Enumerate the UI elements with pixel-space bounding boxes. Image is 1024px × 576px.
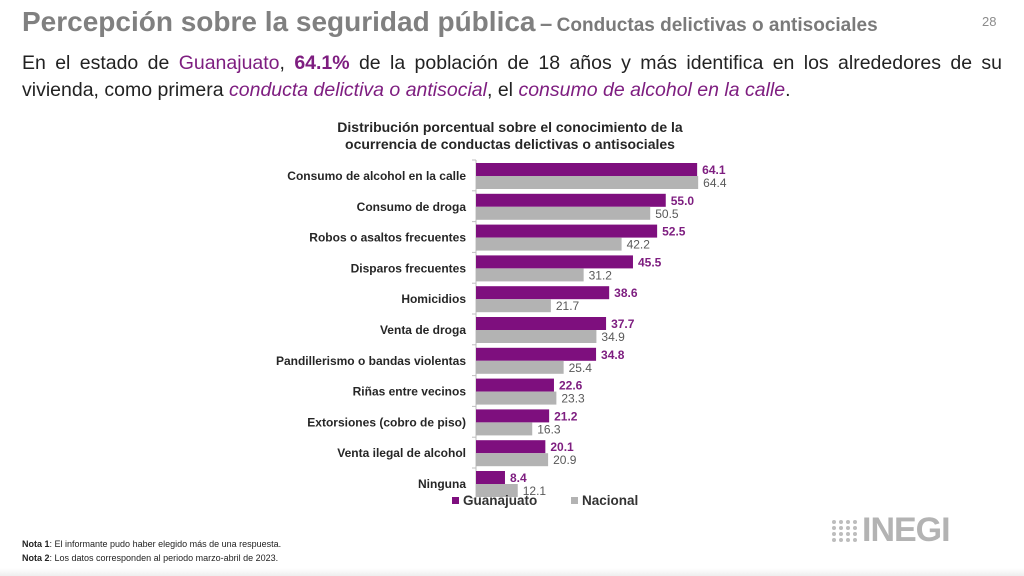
lead-concept: conducta delictiva o antisocial: [229, 79, 487, 101]
bar-guanajuato: [476, 347, 597, 361]
inegi-logo-dots-icon: [832, 519, 858, 542]
bar-guanajuato: [476, 286, 610, 300]
data-label-guanajuato: 22.6: [559, 379, 583, 393]
bar-nacional: [476, 422, 533, 436]
footnote-2-label: Nota 2: [22, 553, 50, 563]
bar-guanajuato: [476, 440, 546, 454]
data-label-guanajuato: 20.1: [550, 440, 574, 454]
chart-legend: Guanajuato Nacional: [452, 492, 668, 508]
footnote-1-text: : El informante pudo haber elegido más d…: [49, 539, 282, 549]
category-label: Consumo de droga: [357, 200, 467, 214]
data-label-guanajuato: 34.8: [601, 348, 625, 362]
footnotes: Nota 1: El informante pudo haber elegido…: [22, 537, 281, 565]
data-label-nacional: 64.4: [703, 176, 727, 190]
lead-state: Guanajuato: [178, 52, 280, 74]
data-label-nacional: 34.9: [601, 330, 625, 344]
legend-label-nacional: Nacional: [582, 493, 639, 508]
category-label: Consumo de alcohol en la calle: [287, 169, 466, 183]
lead-paragraph: En el estado de Guanajuato, 64.1% de la …: [22, 50, 1002, 104]
lead-text-4: , el: [487, 79, 519, 101]
data-label-guanajuato: 8.4: [510, 471, 527, 485]
chart-title: Distribución porcentual sobre el conocim…: [337, 119, 683, 152]
category-label: Homicidios: [401, 292, 466, 306]
data-label-nacional: 25.4: [569, 361, 593, 375]
category-label: Riñas entre vecinos: [353, 385, 467, 399]
bar-nacional: [476, 391, 557, 405]
inegi-logo-text: INEGI: [862, 511, 951, 549]
lead-text-5: .: [785, 79, 791, 101]
footnote-2: Nota 2: Los datos corresponden al period…: [22, 551, 281, 565]
bar-nacional: [476, 484, 518, 497]
bar-guanajuato: [476, 409, 550, 423]
slide-bottom-edge: [0, 568, 1024, 576]
bar-guanajuato: [476, 193, 666, 207]
legend-label-guanajuato: Guanajuato: [463, 493, 538, 508]
bar-guanajuato: [476, 471, 505, 484]
inegi-logo: INEGI: [832, 511, 951, 550]
bar-nacional: [476, 268, 584, 282]
data-label-guanajuato: 55.0: [671, 194, 695, 208]
title-separator: –: [539, 11, 553, 36]
data-label-nacional: 20.9: [553, 453, 577, 467]
footnote-2-text: : Los datos corresponden al periodo marz…: [49, 553, 279, 563]
data-label-nacional: 31.2: [589, 268, 613, 282]
bar-nacional: [476, 360, 564, 374]
data-label-guanajuato: 45.5: [638, 255, 662, 269]
bar-guanajuato: [476, 378, 554, 392]
category-label: Robos o asaltos frecuentes: [309, 231, 466, 245]
category-label: Ninguna: [418, 477, 466, 491]
bar-nacional: [476, 237, 622, 251]
bar-nacional: [476, 176, 699, 189]
lead-percent: 64.1%: [294, 52, 350, 74]
bar-nacional: [476, 206, 651, 220]
legend-swatch-nacional: [571, 497, 579, 504]
legend-item-guanajuato: Guanajuato: [452, 493, 537, 508]
footnote-1-label: Nota 1: [22, 539, 50, 549]
data-label-guanajuato: 64.1: [702, 163, 726, 177]
data-label-nacional: 21.7: [556, 299, 580, 313]
category-label: Extorsiones (cobro de piso): [307, 415, 466, 429]
category-label: Venta ilegal de alcohol: [337, 446, 466, 460]
bar-nacional: [476, 330, 597, 343]
slide-title: Percepción sobre la seguridad pública – …: [22, 6, 878, 38]
bar-guanajuato: [476, 255, 633, 269]
bar-guanajuato: [476, 163, 698, 176]
data-label-nacional: 42.2: [627, 238, 651, 252]
data-label-nacional: 12.1: [523, 484, 547, 498]
title-subtitle: Conductas delictivas o antisociales: [556, 15, 878, 36]
legend-item-nacional: Nacional: [571, 493, 638, 508]
lead-text-1: En el estado de: [22, 52, 179, 74]
data-label-guanajuato: 21.2: [554, 409, 578, 423]
data-label-guanajuato: 37.7: [611, 317, 635, 331]
lead-behavior: consumo de alcohol en la calle: [518, 79, 786, 101]
data-label-guanajuato: 52.5: [662, 225, 686, 239]
data-label-nacional: 50.5: [655, 207, 679, 221]
bar-nacional: [476, 299, 551, 313]
data-label-guanajuato: 38.6: [614, 286, 638, 300]
category-label: Pandillerismo o bandas violentas: [276, 354, 466, 368]
bar-nacional: [476, 453, 549, 467]
footnote-1: Nota 1: El informante pudo haber elegido…: [22, 537, 281, 551]
title-main: Percepción sobre la seguridad pública: [22, 6, 536, 37]
legend-swatch-guanajuato: [452, 497, 459, 504]
bar-guanajuato: [476, 317, 607, 330]
data-label-nacional: 23.3: [561, 392, 585, 406]
lead-text-2: ,: [279, 52, 295, 74]
data-label-nacional: 16.3: [537, 422, 561, 436]
category-label: Disparos frecuentes: [351, 261, 467, 275]
bar-guanajuato: [476, 224, 658, 238]
lead-text-3: de la población de 18 años y más identif…: [22, 52, 1003, 101]
category-label: Venta de droga: [380, 323, 466, 337]
page-number: 28: [982, 14, 997, 29]
